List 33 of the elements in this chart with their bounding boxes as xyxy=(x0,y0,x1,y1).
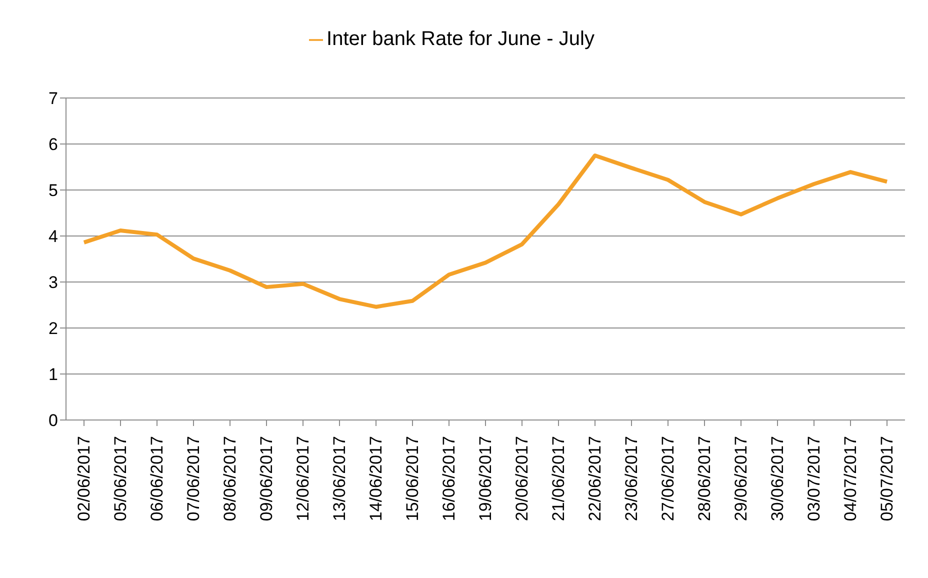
x-tick-label: 12/06/2017 xyxy=(294,436,312,522)
line-series xyxy=(82,154,889,309)
y-tick-label: 2 xyxy=(48,319,58,338)
x-tick-label: 13/06/2017 xyxy=(330,436,349,522)
x-tick-label: 16/06/2017 xyxy=(440,436,458,522)
x-tick-label: 06/06/2017 xyxy=(148,436,166,522)
x-tick-label: 22/06/2017 xyxy=(586,436,604,522)
y-tick-label: 3 xyxy=(48,273,58,292)
x-tick-label: 03/07/2017 xyxy=(804,436,824,522)
x-tick-label: 02/06/2017 xyxy=(74,436,94,522)
x-tick-label: 28/06/2017 xyxy=(695,436,714,522)
y-tick-label: 4 xyxy=(48,227,58,246)
legend-label: Inter bank Rate for June - July xyxy=(326,28,594,50)
x-tick-label: 29/06/2017 xyxy=(732,436,750,522)
x-tick-label: 20/06/2017 xyxy=(512,436,532,522)
x-tick-label: 19/06/2017 xyxy=(476,436,495,522)
x-tick-label: 07/06/2017 xyxy=(184,436,203,522)
x-tick-label: 23/06/2017 xyxy=(622,436,641,522)
y-tick-label: 0 xyxy=(48,411,58,430)
x-tick-label: 05/06/2017 xyxy=(111,436,130,522)
x-tick-label: 21/06/2017 xyxy=(549,436,568,522)
x-tick-label: 05/07/2017 xyxy=(878,436,896,522)
x-tick-label: 27/06/2017 xyxy=(658,436,678,522)
x-tick-label: 04/07/2017 xyxy=(841,436,860,522)
x-tick-label: 15/06/2017 xyxy=(403,436,422,522)
y-tick-label: 7 xyxy=(48,89,58,108)
y-tick-label: 6 xyxy=(48,135,58,154)
x-tick-label: 30/06/2017 xyxy=(768,436,787,522)
x-tick-label: 09/06/2017 xyxy=(257,436,276,522)
y-tick-label: 1 xyxy=(48,365,58,384)
y-tick-label: 5 xyxy=(48,181,58,200)
x-tick-label: 08/06/2017 xyxy=(220,436,240,522)
x-tick-label: 14/06/2017 xyxy=(366,436,386,522)
